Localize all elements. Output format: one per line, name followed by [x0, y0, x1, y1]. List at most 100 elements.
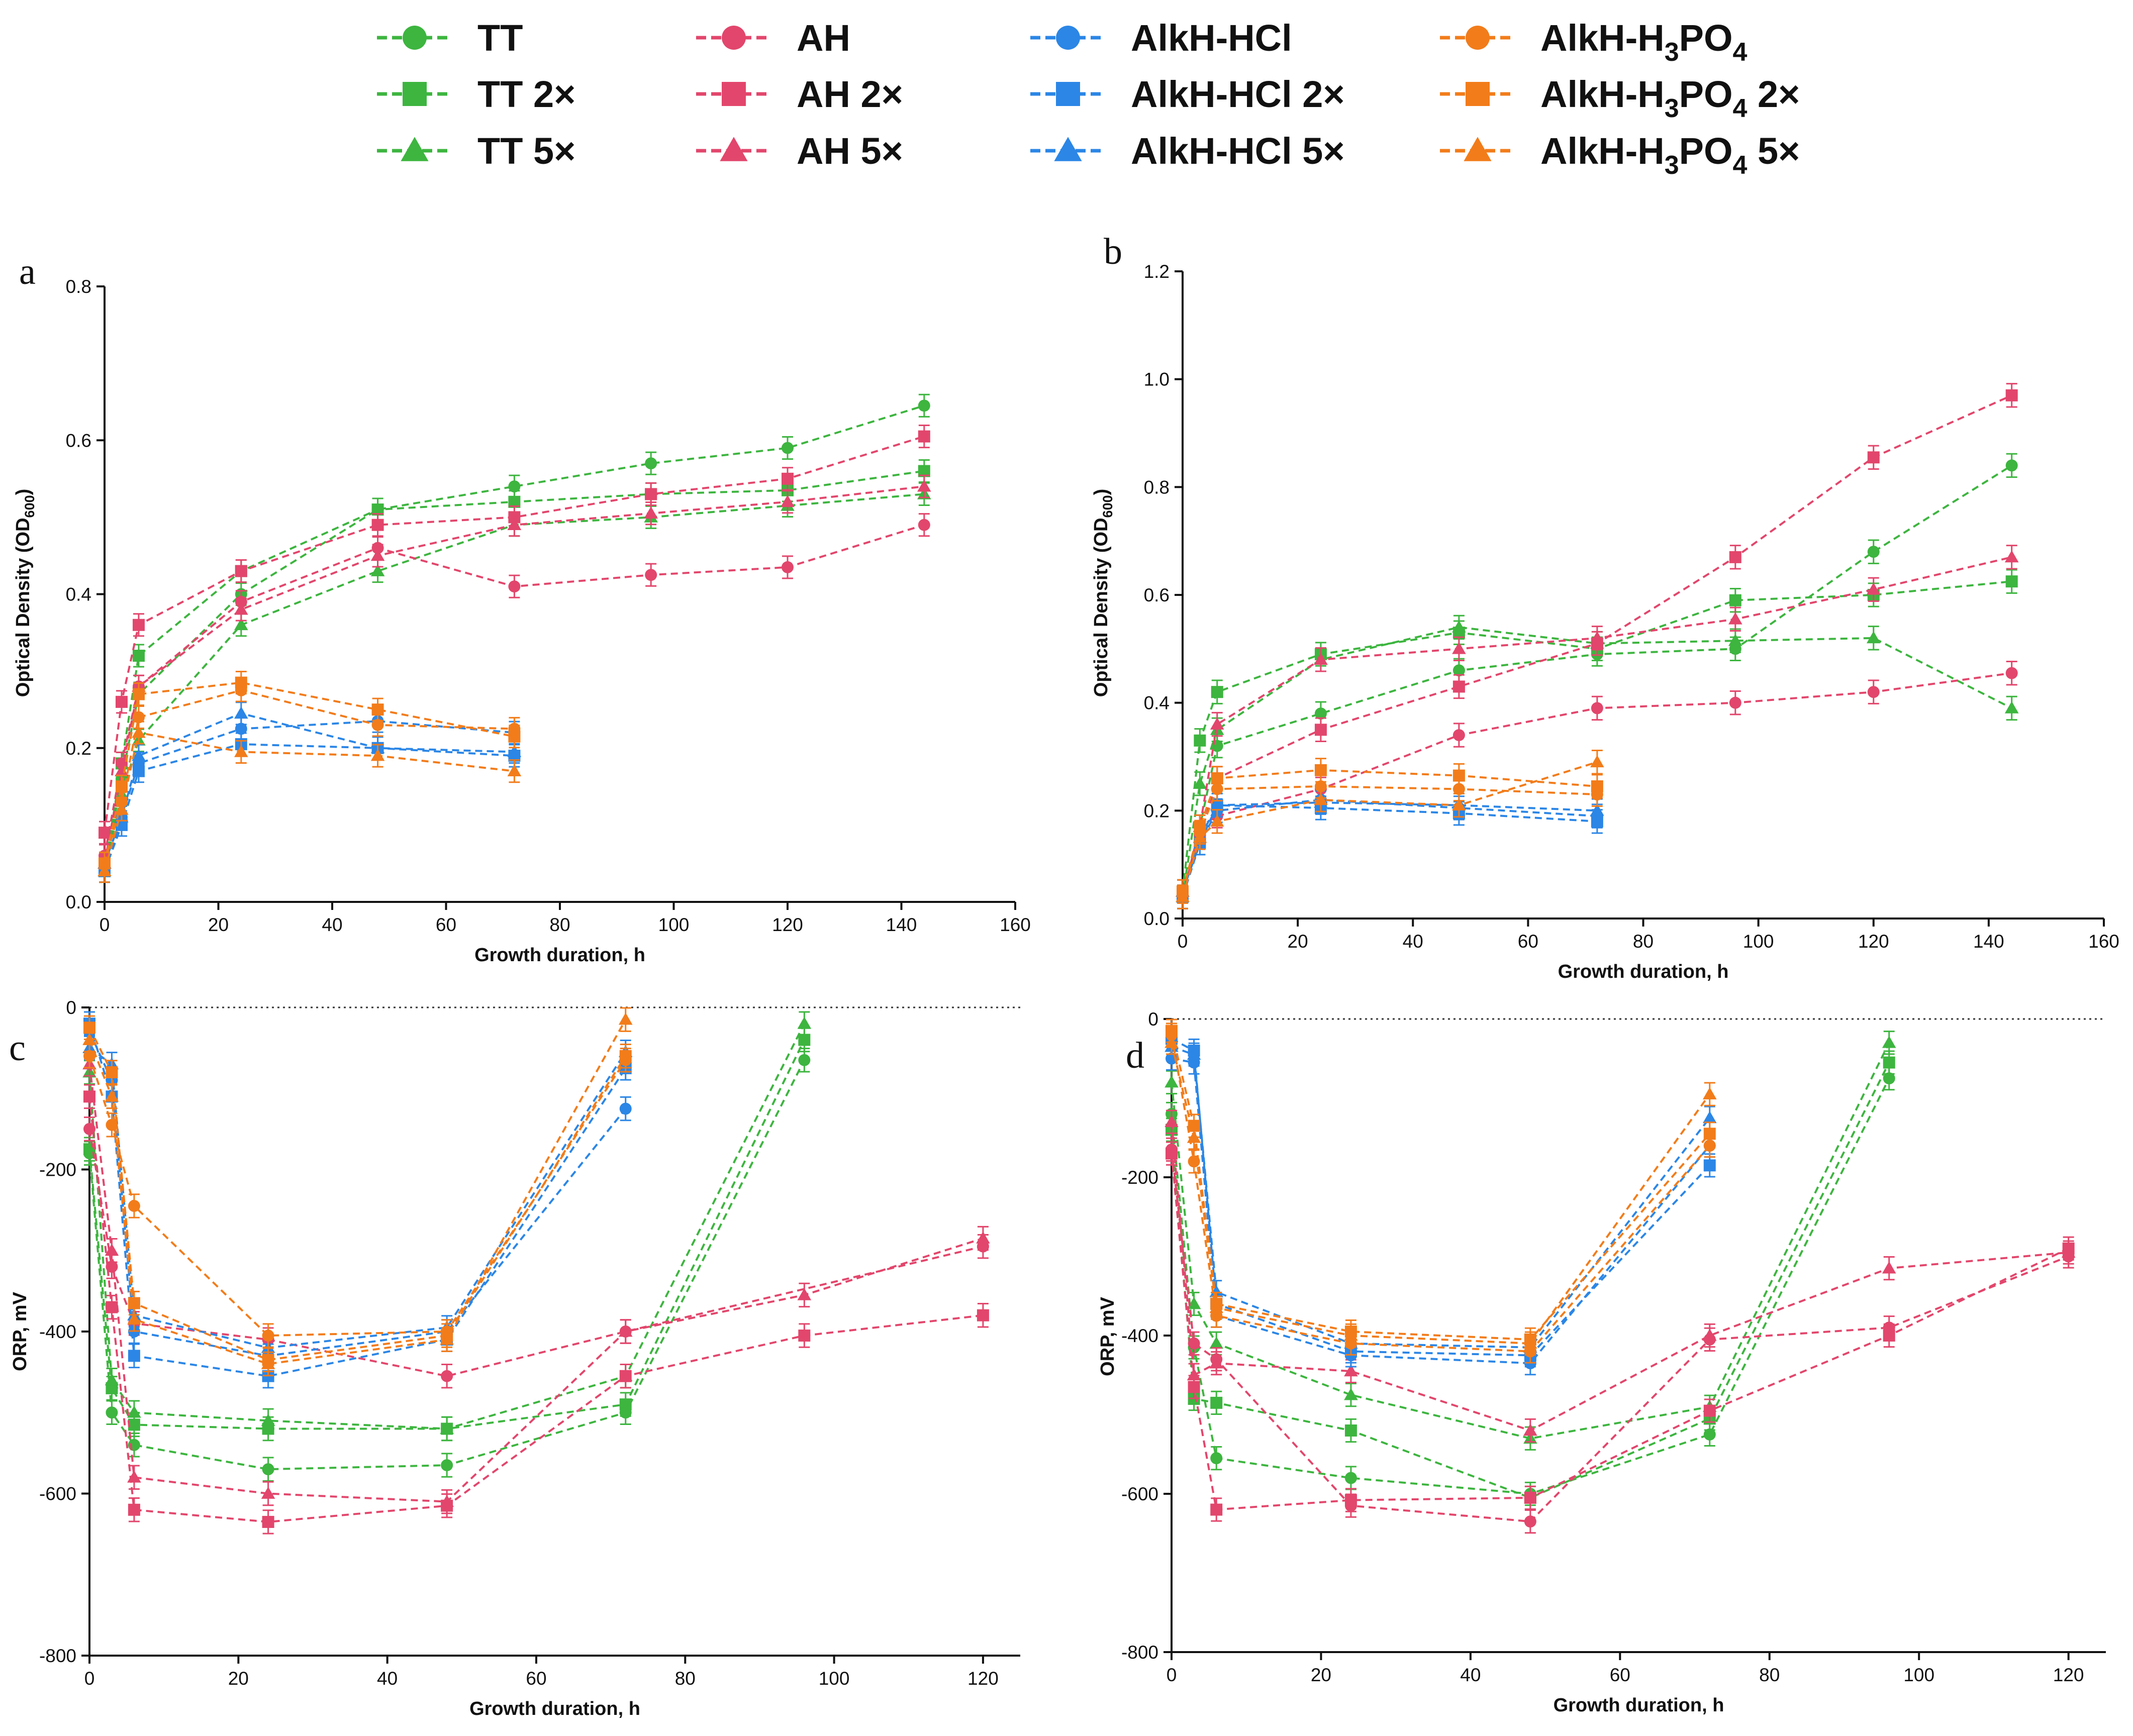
data-point: [918, 430, 930, 443]
x-tick-label: 40: [1403, 931, 1423, 952]
legend-item-tt-5x: TT 5×: [377, 130, 575, 172]
data-point: [370, 549, 385, 561]
series-line: [88, 1031, 627, 1357]
data-point: [132, 749, 146, 761]
x-tick-label: 0: [100, 914, 110, 935]
y-tick-label: -800: [1121, 1642, 1158, 1663]
y-tick-label: 0.8: [66, 276, 91, 297]
series-line: [104, 524, 925, 856]
data-point: [1314, 653, 1328, 665]
series-alkh-hcl: [83, 1019, 632, 1369]
x-tick-label: 140: [886, 914, 917, 935]
data-point: [105, 1373, 119, 1386]
data-point: [440, 1333, 454, 1345]
data-point: [917, 479, 931, 492]
data-point: [1193, 776, 1207, 789]
data-point: [1883, 1056, 1895, 1069]
legend-item-tt: TT: [377, 17, 523, 59]
data-point: [918, 399, 930, 412]
data-point: [1703, 1428, 1716, 1441]
data-point: [645, 457, 657, 470]
data-point: [1452, 620, 1466, 633]
y-tick-label: -600: [39, 1484, 76, 1504]
data-point: [977, 1309, 989, 1321]
data-point: [1452, 680, 1465, 693]
data-point: [1209, 1285, 1224, 1297]
series-alkh-h3po4: [83, 1044, 632, 1348]
y-tick-label: 0.8: [1144, 477, 1170, 497]
data-point: [115, 802, 129, 815]
data-point: [235, 723, 247, 735]
series-ah-2x: [83, 1084, 989, 1535]
y-tick-label: 0.0: [66, 892, 91, 912]
series-ah: [99, 513, 930, 868]
x-tick-label: 20: [208, 914, 229, 935]
series-line: [104, 435, 925, 833]
data-point: [1703, 1404, 1716, 1417]
legend-label: AH 5×: [797, 130, 903, 172]
x-tick-label: 100: [1903, 1665, 1934, 1685]
series-line: [1182, 798, 1597, 892]
x-tick-label: 60: [436, 914, 456, 935]
x-tick-label: 120: [967, 1668, 999, 1689]
data-point: [797, 1288, 812, 1300]
x-tick-label: 140: [1973, 931, 2004, 952]
data-point: [1702, 1329, 1717, 1341]
legend-item-ah-2x: AH 2×: [696, 73, 903, 115]
legend-label: AlkH-HCl: [1131, 17, 1292, 59]
series-line: [104, 485, 925, 864]
y-axis-label: Optical Density (OD600): [13, 489, 37, 697]
chart-legend: TT TT 2× TT 5× AH AH 2× AH 5× AlkH-HCl AlkH-HCl…: [377, 17, 1800, 180]
legend-item-alkh-h3po4-2x: AlkH-H3PO4 2×: [1440, 73, 1800, 123]
data-point: [1314, 764, 1327, 776]
data-point: [115, 695, 128, 708]
y-tick-label: 0.0: [1144, 908, 1170, 929]
legend-marker-triangle: [1054, 137, 1082, 161]
legend-item-alkh-hcl-2x: AlkH-HCl 2×: [1030, 73, 1345, 115]
series-line: [104, 743, 515, 872]
data-point: [128, 1503, 140, 1516]
x-tick-label: 60: [1518, 931, 1538, 952]
data-point: [1165, 1036, 1179, 1048]
x-tick-label: 160: [2088, 931, 2119, 952]
y-tick-label: 1.2: [1144, 261, 1170, 282]
data-point: [1194, 734, 1206, 747]
series-line: [88, 1096, 984, 1523]
legend-item-alkh-hcl-5x: AlkH-HCl 5×: [1030, 130, 1345, 172]
data-point: [234, 745, 248, 757]
data-point: [782, 472, 794, 485]
series-line: [104, 493, 924, 872]
chart-panel-b: b 0.0 0.2 0.4 0.6 0.8 1.0 1.2 0 20 40 60 80 100 120 140…: [1091, 231, 2119, 982]
data-point: [234, 706, 248, 719]
data-point: [370, 749, 385, 761]
data-point: [1211, 772, 1223, 784]
data-point: [132, 726, 146, 738]
data-point: [1210, 1396, 1223, 1409]
data-point: [261, 1357, 275, 1369]
data-point: [371, 519, 384, 531]
legend-item-alkh-h3po4-5x: AlkH-H3PO4 5×: [1440, 130, 1800, 180]
data-point: [2061, 1245, 2076, 1258]
data-point: [1314, 707, 1327, 720]
legend-label: AlkH-H3PO4 2×: [1540, 73, 1800, 123]
data-point: [440, 1421, 454, 1434]
series-tt-5x: [98, 482, 931, 883]
data-point: [127, 1405, 141, 1418]
y-tick-label: -200: [1121, 1167, 1158, 1188]
data-point: [1209, 1356, 1224, 1369]
data-point: [1523, 1336, 1537, 1349]
data-point: [1210, 717, 1224, 730]
data-point: [1702, 1087, 1717, 1099]
data-point: [644, 506, 658, 519]
data-point: [106, 1066, 118, 1078]
legend-label: TT 5×: [477, 130, 575, 172]
data-point: [618, 1324, 633, 1337]
data-point: [918, 519, 930, 531]
x-tick-label: 120: [1858, 931, 1889, 952]
series-alkh-h3po4-2x: [1166, 1018, 1716, 1352]
series-line: [1182, 801, 1597, 892]
data-point: [1452, 642, 1466, 654]
y-tick-label: 0.2: [1144, 800, 1170, 821]
series-ah: [1166, 1137, 2075, 1534]
